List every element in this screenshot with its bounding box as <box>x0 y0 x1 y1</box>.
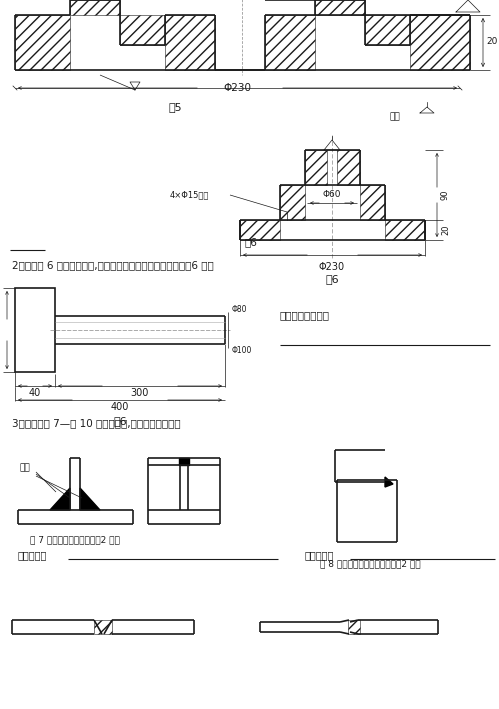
Text: 400: 400 <box>111 402 129 412</box>
Bar <box>365 15 410 45</box>
Polygon shape <box>385 477 393 487</box>
Bar <box>94 620 112 634</box>
Polygon shape <box>50 488 70 510</box>
Bar <box>165 15 215 70</box>
Polygon shape <box>80 488 100 510</box>
Text: 图5: 图5 <box>168 102 182 112</box>
Text: 其余: 其余 <box>390 112 401 121</box>
Text: Φ200: Φ200 <box>0 318 1 342</box>
Bar <box>360 185 385 220</box>
Text: 3、请修改图 7—图 10 的焊接结构,并写出修改原因。: 3、请修改图 7—图 10 的焊接结构,并写出修改原因。 <box>12 418 181 428</box>
Text: 300: 300 <box>131 388 149 398</box>
Text: 40: 40 <box>29 388 41 398</box>
Bar <box>15 288 55 372</box>
Bar <box>305 150 327 185</box>
Bar <box>265 15 315 70</box>
Text: Φ100: Φ100 <box>232 346 252 355</box>
Bar <box>15 15 70 70</box>
Bar <box>70 0 120 15</box>
Bar <box>385 220 425 240</box>
Bar <box>348 620 360 634</box>
Text: 修攸原因：: 修攸原因： <box>305 550 334 560</box>
Text: 修改原因：: 修改原因： <box>18 550 47 560</box>
Text: Φ230: Φ230 <box>319 262 345 272</box>
Text: 20: 20 <box>441 225 450 235</box>
Bar <box>240 220 280 240</box>
Bar <box>410 15 470 70</box>
Bar <box>337 150 360 185</box>
Text: 90: 90 <box>441 190 450 200</box>
Text: Φ80: Φ80 <box>232 305 248 314</box>
Text: Φ230: Φ230 <box>223 83 251 93</box>
Text: 20: 20 <box>486 38 498 47</box>
Text: Φ60: Φ60 <box>323 190 341 199</box>
Text: 图6: 图6 <box>113 416 127 426</box>
Text: 2、绘制图 6 的自由锄件图,并按顺序选择自由锄基本工序。（6 分）: 2、绘制图 6 的自由锄件图,并按顺序选择自由锄基本工序。（6 分） <box>12 260 214 270</box>
Text: 图6: 图6 <box>245 237 258 247</box>
Text: 图6: 图6 <box>325 274 339 284</box>
Text: 图 7 手弧焊钓板焊接结构（2 分）: 图 7 手弧焊钓板焊接结构（2 分） <box>30 535 120 544</box>
Text: 焊缝: 焊缝 <box>20 464 31 472</box>
Bar <box>120 15 165 45</box>
Bar <box>179 458 189 465</box>
Text: 图 8 手弧焊不同厕度钓板结构（2 分）: 图 8 手弧焊不同厕度钓板结构（2 分） <box>320 559 420 568</box>
Bar <box>280 185 305 220</box>
Text: 自由锄基本工序：: 自由锄基本工序： <box>280 310 330 320</box>
Text: 4×Φ15均布: 4×Φ15均布 <box>170 191 210 199</box>
Bar <box>315 0 365 15</box>
